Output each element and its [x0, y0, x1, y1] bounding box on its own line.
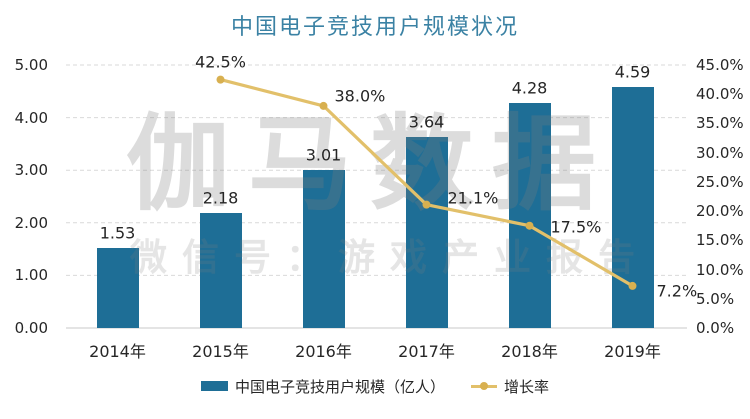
bar-2019年 — [611, 86, 654, 328]
growth-rate-label: 42.5% — [195, 52, 246, 72]
y-axis-tick-right: 40.0% — [696, 85, 744, 104]
x-axis-tick: 2014年 — [89, 342, 146, 361]
watermark-wechat-text: 微信号：游戏产业报告 — [130, 236, 650, 279]
growth-rate-label: 7.2% — [656, 281, 698, 301]
growth-rate-label: 38.0% — [334, 86, 386, 106]
growth-rate-label: 17.5% — [550, 217, 602, 237]
y-axis-tick-right: 35.0% — [696, 114, 744, 133]
watermark-brand-text: 伽马数据 — [126, 103, 615, 225]
x-axis-tick: 2016年 — [295, 342, 352, 361]
y-axis-tick-right: 0.0% — [696, 319, 735, 337]
y-axis-tick-right: 30.0% — [696, 143, 744, 162]
x-axis-tick: 2018年 — [501, 342, 558, 361]
y-axis-tick-right: 25.0% — [696, 172, 744, 191]
legend-bar-swatch-icon — [200, 381, 228, 391]
y-axis-tick-right: 5.0% — [696, 289, 735, 308]
legend-item-user-scale: 中国电子竞技用户规模（亿人） — [200, 376, 445, 397]
legend-line-marker-icon — [471, 382, 497, 390]
data-point-marker — [216, 75, 225, 84]
y-axis-tick-left: 3.00 — [14, 161, 48, 180]
growth-rate-label: 21.1% — [447, 188, 499, 208]
y-axis-tick-left: 5.00 — [14, 56, 48, 74]
y-axis-tick-right: 15.0% — [696, 231, 744, 250]
bar-value-label: 2.18 — [202, 188, 239, 208]
bar-value-label: 3.01 — [305, 145, 342, 165]
legend-item-growth-rate: 增长率 — [471, 376, 549, 397]
y-axis-tick-right: 10.0% — [696, 260, 744, 279]
y-axis-tick-left: 4.00 — [14, 108, 48, 127]
bar-value-label: 4.59 — [614, 62, 651, 82]
bar-value-label: 4.28 — [511, 78, 548, 98]
x-axis-tick: 2019年 — [604, 342, 661, 361]
legend: 中国电子竞技用户规模（亿人） 增长率 — [0, 376, 750, 397]
y-axis-tick-left: 0.00 — [14, 319, 48, 337]
y-axis-tick-right: 20.0% — [696, 202, 744, 221]
legend-line-dot-icon — [480, 382, 488, 390]
chart-title: 中国电子竞技用户规模状况 — [230, 15, 519, 40]
legend-bar-label: 中国电子竞技用户规模（亿人） — [234, 377, 445, 396]
bar-value-label: 3.64 — [408, 112, 445, 132]
bar-value-label: 1.53 — [99, 223, 136, 243]
legend-line-label: 增长率 — [504, 377, 550, 396]
y-axis-tick-left: 2.00 — [14, 213, 48, 232]
y-axis-tick-right: 45.0% — [696, 56, 744, 74]
bar-2014年 — [96, 247, 139, 328]
x-axis-tick: 2017年 — [398, 342, 455, 361]
x-axis-tick: 2015年 — [192, 342, 249, 361]
y-axis-tick-left: 1.00 — [14, 266, 48, 285]
